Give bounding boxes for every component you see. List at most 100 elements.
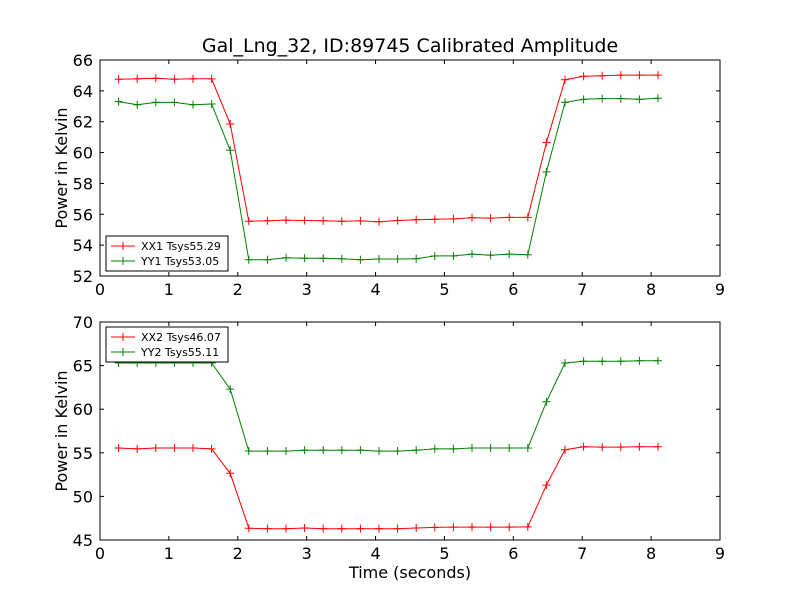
data-point bbox=[412, 446, 421, 455]
data-point bbox=[486, 251, 495, 260]
data-point bbox=[356, 524, 365, 533]
x-tick-label: 0 bbox=[95, 544, 105, 563]
legend-swatch-marker bbox=[119, 333, 127, 341]
data-point bbox=[356, 216, 365, 225]
y-axis-label: Power in Kelvin bbox=[52, 107, 71, 228]
data-point bbox=[356, 446, 365, 455]
y-tick-label: 50 bbox=[73, 487, 93, 506]
data-point bbox=[375, 447, 383, 456]
x-tick-label: 0 bbox=[95, 280, 105, 299]
y-tick-label: 54 bbox=[73, 236, 93, 255]
x-tick-label: 5 bbox=[439, 280, 449, 299]
data-point bbox=[449, 444, 458, 453]
data-point bbox=[635, 95, 644, 104]
x-tick-label: 6 bbox=[508, 280, 518, 299]
data-point bbox=[542, 138, 551, 147]
data-point bbox=[244, 217, 253, 226]
legend-box bbox=[105, 326, 229, 363]
data-point bbox=[505, 213, 514, 222]
x-tick-label: 5 bbox=[439, 544, 449, 563]
data-point bbox=[523, 250, 532, 259]
data-point bbox=[561, 98, 569, 107]
y-tick-label: 64 bbox=[73, 82, 93, 101]
y-tick-label: 65 bbox=[73, 357, 93, 376]
data-point bbox=[523, 213, 532, 222]
data-point bbox=[542, 481, 551, 490]
data-point bbox=[114, 97, 123, 106]
data-point bbox=[654, 94, 662, 103]
data-point bbox=[561, 445, 569, 454]
y-tick-label: 55 bbox=[73, 444, 93, 463]
y-tick-label: 58 bbox=[73, 174, 93, 193]
data-point bbox=[189, 74, 197, 83]
data-point bbox=[430, 251, 439, 260]
data-point bbox=[393, 447, 402, 456]
data-point bbox=[635, 356, 644, 365]
data-point bbox=[189, 100, 197, 109]
legend-entry: XX2 Tsys46.07 bbox=[141, 331, 221, 344]
y-tick-label: 60 bbox=[73, 144, 93, 163]
x-tick-label: 4 bbox=[370, 544, 380, 563]
data-point bbox=[337, 217, 346, 226]
data-point bbox=[635, 442, 644, 451]
data-point bbox=[226, 146, 235, 155]
data-point bbox=[207, 444, 216, 453]
legend: XX1 Tsys55.29 YY1 Tsys53.05 bbox=[105, 235, 229, 272]
data-point bbox=[542, 167, 551, 176]
data-point bbox=[207, 99, 216, 108]
data-point bbox=[337, 524, 346, 533]
data-point bbox=[282, 216, 290, 225]
data-point bbox=[449, 523, 458, 532]
data-point bbox=[337, 446, 346, 455]
data-point bbox=[616, 71, 625, 80]
x-tick-label: 1 bbox=[164, 280, 174, 299]
data-point bbox=[337, 254, 346, 263]
y-tick-label: 62 bbox=[73, 113, 93, 132]
data-point bbox=[319, 524, 328, 533]
y-tick-label: 66 bbox=[73, 51, 93, 70]
data-point bbox=[375, 255, 383, 264]
data-point bbox=[505, 250, 514, 259]
data-point bbox=[151, 444, 160, 453]
data-point bbox=[449, 251, 458, 260]
legend-entry: YY2 Tsys55.11 bbox=[140, 346, 219, 359]
data-point bbox=[579, 95, 588, 104]
data-point bbox=[151, 74, 160, 83]
data-point bbox=[561, 358, 569, 367]
data-point bbox=[598, 357, 607, 366]
data-point bbox=[263, 524, 272, 533]
data-point bbox=[430, 215, 439, 224]
data-point bbox=[300, 216, 309, 225]
y-tick-label: 45 bbox=[73, 531, 93, 550]
data-point bbox=[133, 74, 142, 83]
data-point bbox=[542, 397, 551, 406]
data-point bbox=[654, 71, 662, 80]
y-tick-label: 56 bbox=[73, 205, 93, 224]
data-point bbox=[207, 74, 216, 83]
data-point bbox=[449, 214, 458, 223]
data-point bbox=[616, 94, 625, 103]
data-point bbox=[319, 216, 328, 225]
plot-frame bbox=[99, 59, 721, 277]
data-point bbox=[468, 444, 476, 453]
x-axis-label: Time (seconds) bbox=[348, 563, 471, 582]
data-point bbox=[598, 443, 607, 452]
data-point bbox=[282, 447, 290, 456]
x-tick-label: 9 bbox=[715, 544, 725, 563]
legend-swatch-marker bbox=[119, 348, 127, 356]
data-point bbox=[263, 255, 272, 264]
data-point bbox=[430, 444, 439, 453]
data-point bbox=[189, 444, 197, 453]
data-point bbox=[151, 98, 160, 107]
data-point bbox=[598, 71, 607, 80]
data-point bbox=[114, 444, 123, 453]
data-point bbox=[282, 524, 290, 533]
y-tick-label: 52 bbox=[73, 267, 93, 286]
y-tick-label: 70 bbox=[73, 313, 93, 332]
legend-swatch-marker bbox=[119, 242, 127, 250]
x-tick-label: 7 bbox=[577, 280, 587, 299]
plot-frame bbox=[99, 321, 721, 541]
data-point bbox=[523, 522, 532, 531]
